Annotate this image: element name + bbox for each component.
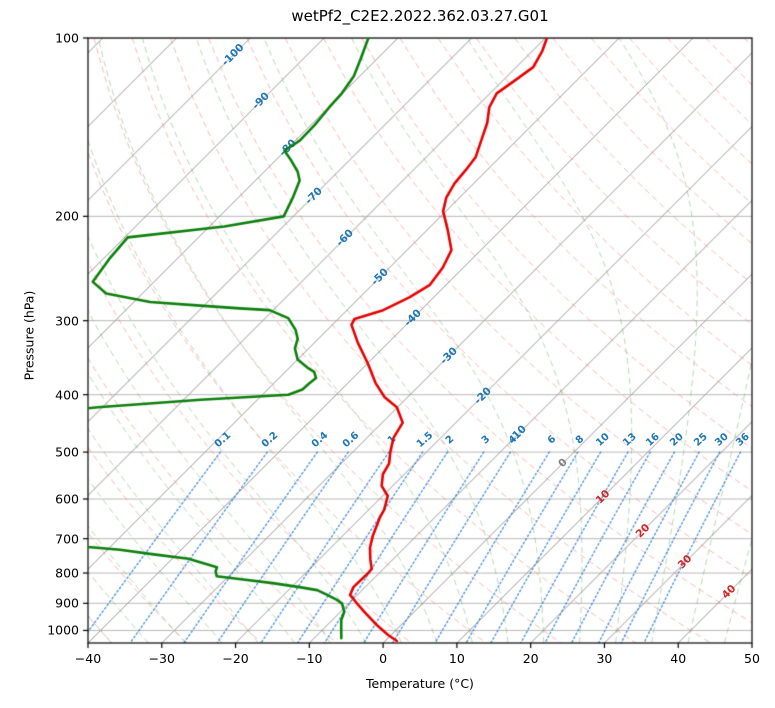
mixing-ratio-label: 3 <box>480 433 493 447</box>
isotherm-label: -80 <box>276 137 299 159</box>
mixing-ratio-label: 25 <box>692 431 711 449</box>
mixing-ratio-label: 36 <box>733 431 752 449</box>
mixing-ratio-label: 20 <box>667 431 686 449</box>
isotherm-label: 10 <box>593 487 613 507</box>
mixing-ratio-label: 0.4 <box>310 429 331 451</box>
mixing-ratio-label: 1 <box>385 433 398 447</box>
isotherm-label: -70 <box>302 185 325 207</box>
mixing-ratio-label: 8 <box>574 433 587 447</box>
mixing-ratio-label: 16 <box>643 431 662 449</box>
mixing-ratio-label: 6 <box>545 433 559 447</box>
isotherm-label: -100 <box>219 41 247 69</box>
mixing-ratio-label: 30 <box>713 431 731 449</box>
mixing-ratio-label: 1.5 <box>415 429 436 451</box>
isotherm-label: -60 <box>334 227 357 249</box>
isotherm-label: -20 <box>471 385 494 407</box>
isotherm-label: 40 <box>719 582 739 602</box>
mixing-ratio-label: 13 <box>621 431 640 449</box>
mixing-ratio-label: 2 <box>443 433 457 447</box>
isotherm-label: 20 <box>633 521 653 541</box>
mixing-ratio-label: 0.6 <box>340 429 362 451</box>
isotherm-label: -30 <box>437 345 460 367</box>
mixing-ratio-label: 10 <box>594 431 612 449</box>
isotherm-label: -50 <box>369 266 392 288</box>
isotherm-label: 0 <box>556 456 570 470</box>
isotherm-label: -40 <box>402 307 424 329</box>
isotherm-label: -90 <box>250 90 273 112</box>
mixing-ratio-label: 0.1 <box>213 429 234 451</box>
mixing-ratio-label: 0.2 <box>260 429 281 451</box>
isotherm-label: 30 <box>676 552 695 572</box>
